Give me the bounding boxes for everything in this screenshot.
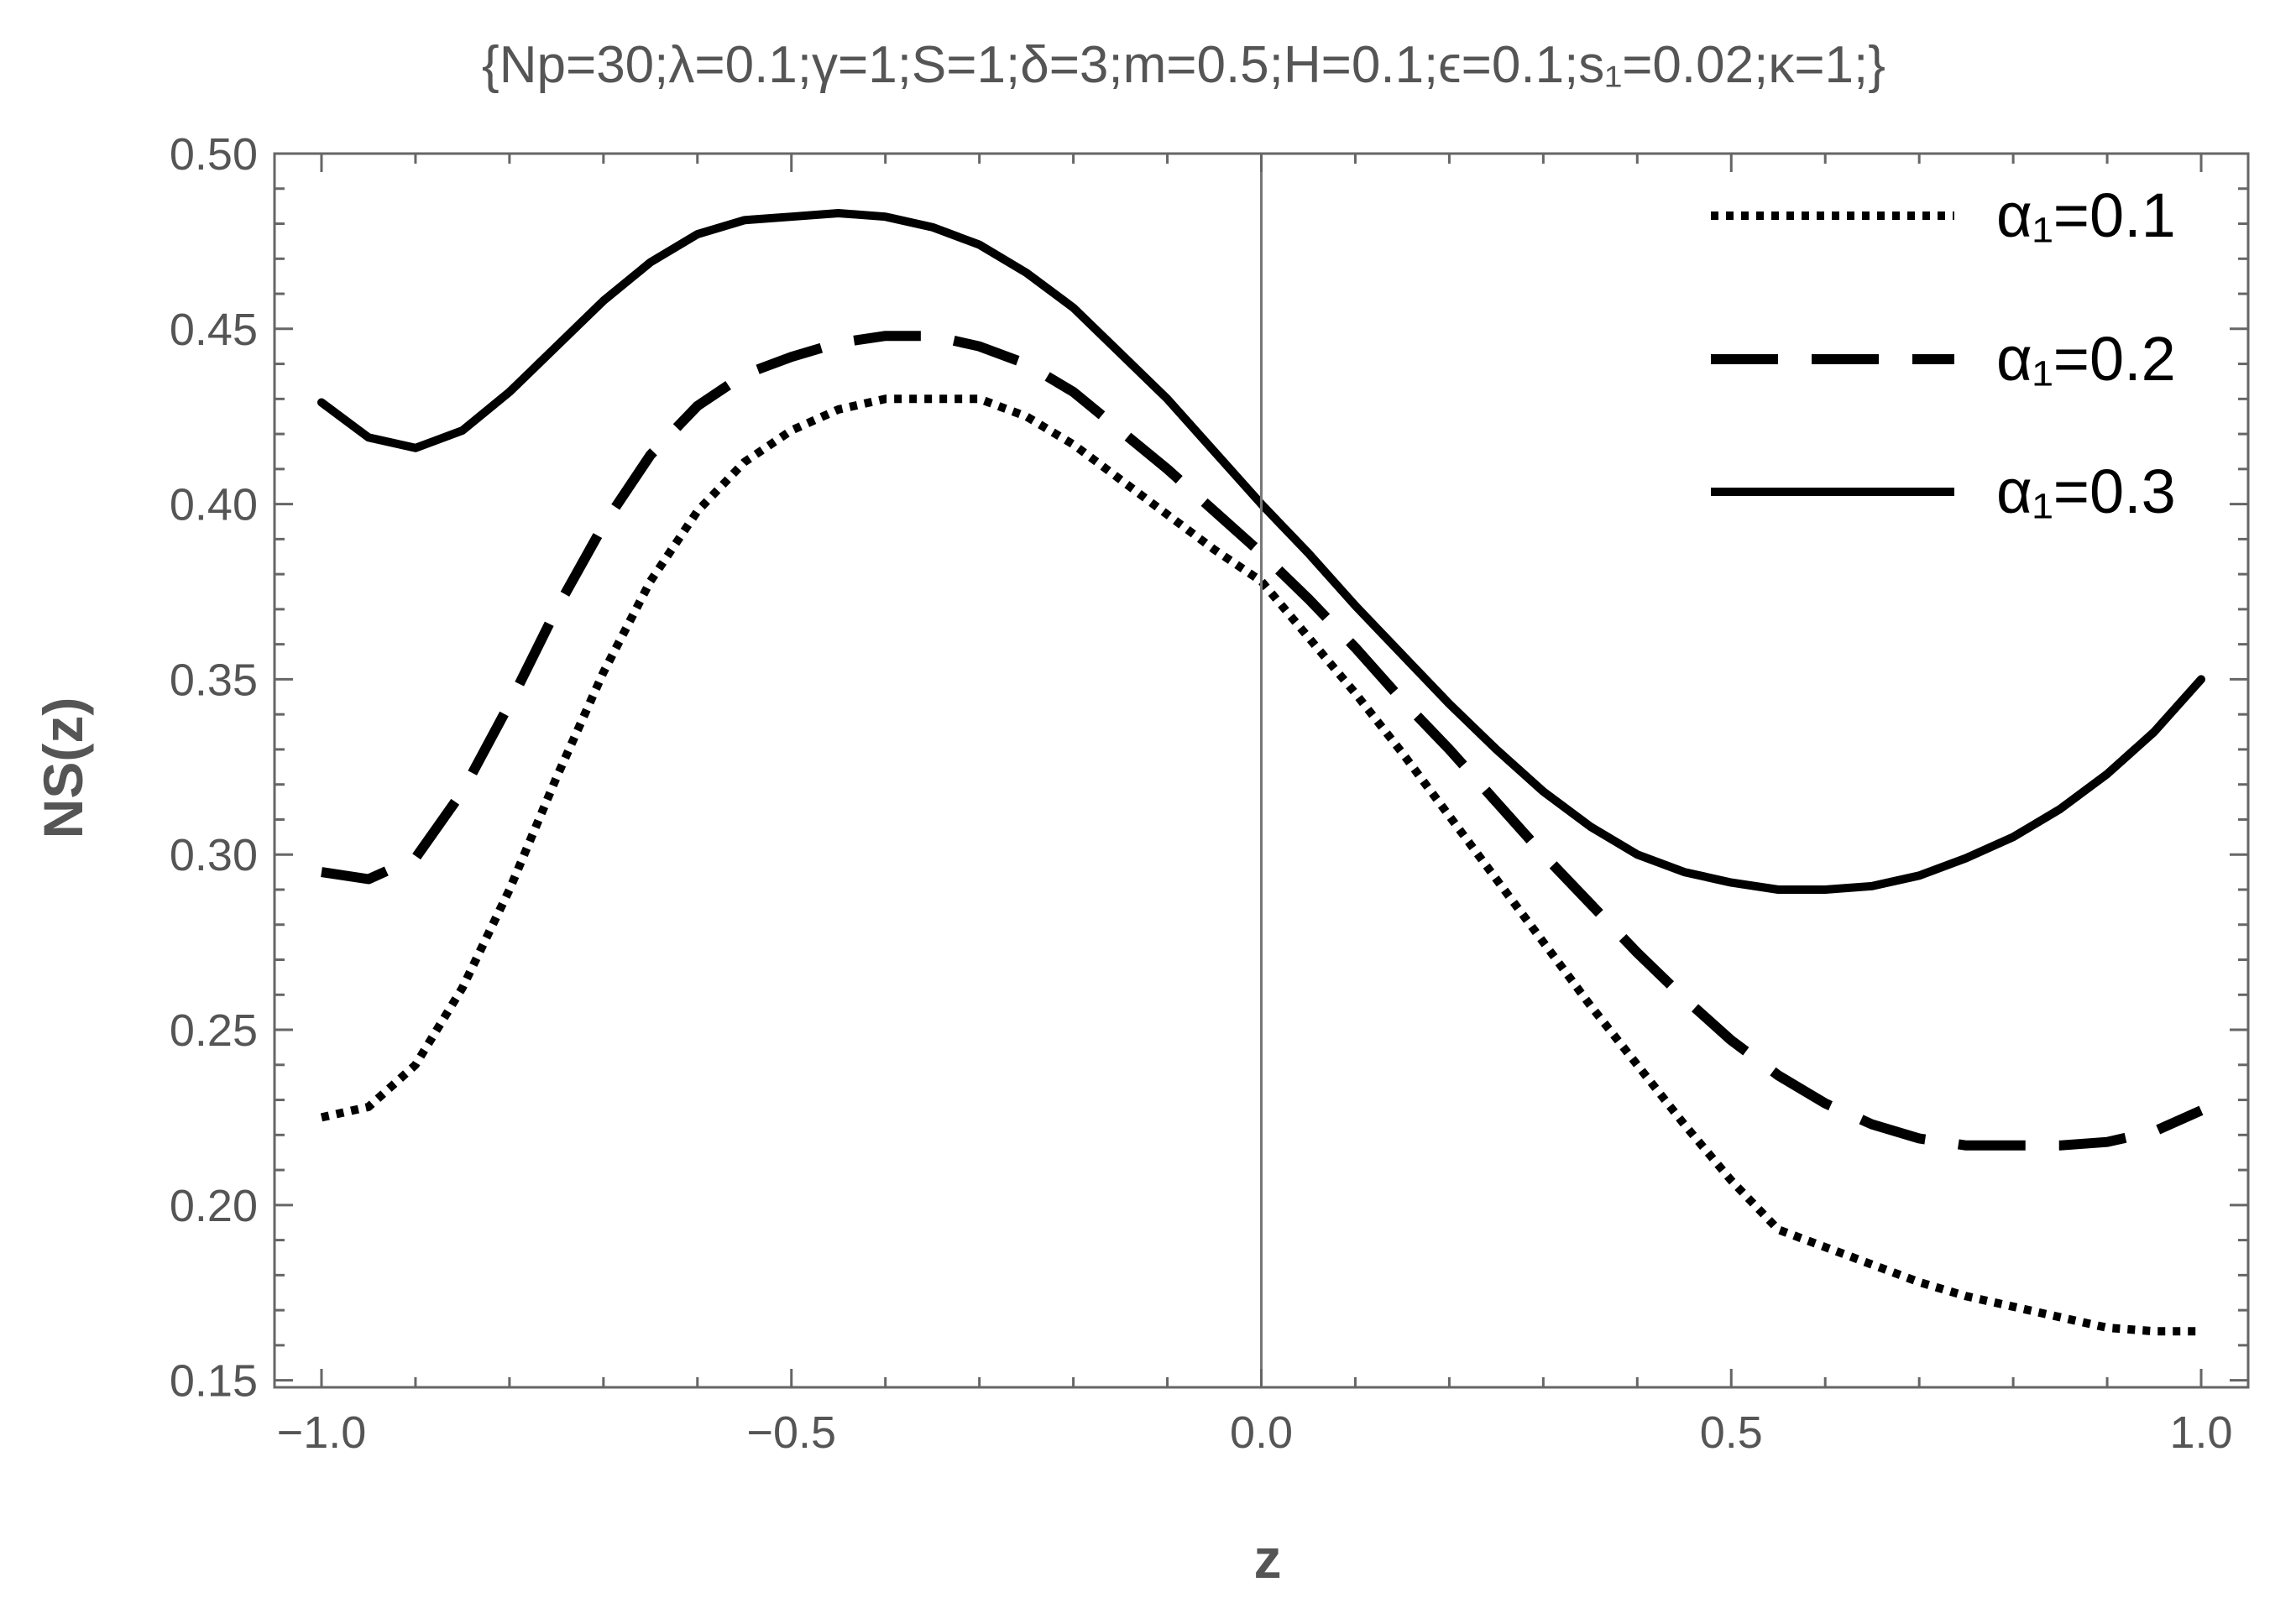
x-tick-label: −0.5 [746, 1407, 836, 1458]
x-axis-label: z [1254, 1527, 1282, 1590]
y-tick-label: 0.45 [170, 305, 258, 355]
y-tick-label: 0.50 [170, 129, 258, 180]
series-line-2 [321, 331, 2204, 1151]
y-tick-label: 0.15 [170, 1356, 258, 1407]
y-tick-label: 0.20 [170, 1181, 258, 1231]
x-tick-label: 0.0 [1230, 1407, 1293, 1458]
y-axis-label: NS(z) [32, 697, 94, 839]
legend: α₁=0.1 α₁=0.2 α₁=0.3 [1711, 180, 2176, 526]
y-tick-label: 0.25 [170, 1005, 258, 1056]
chart-title: {Np=30;λ=0.1;γ=1;S=1;δ=3;m=0.5;H=0.1;ϵ=0… [482, 36, 1885, 94]
y-tick-label: 0.40 [170, 480, 258, 530]
legend-label-2: α₁=0.2 [1996, 324, 2176, 394]
x-tick-label: 1.0 [2169, 1407, 2232, 1458]
x-tick-label: 0.5 [1700, 1407, 1763, 1458]
tick-labels: −1.0 −0.5 0.0 0.5 1.0 0.15 0.20 0.25 0.30 0.35 0.4… [170, 129, 2233, 1458]
x-tick-label: −1.0 [277, 1407, 367, 1458]
ticks [275, 152, 2248, 1387]
legend-label-3: α₁=0.3 [1996, 457, 2176, 526]
y-tick-label: 0.35 [170, 655, 258, 705]
y-tick-label: 0.30 [170, 830, 258, 880]
legend-label-1: α₁=0.1 [1996, 180, 2176, 250]
